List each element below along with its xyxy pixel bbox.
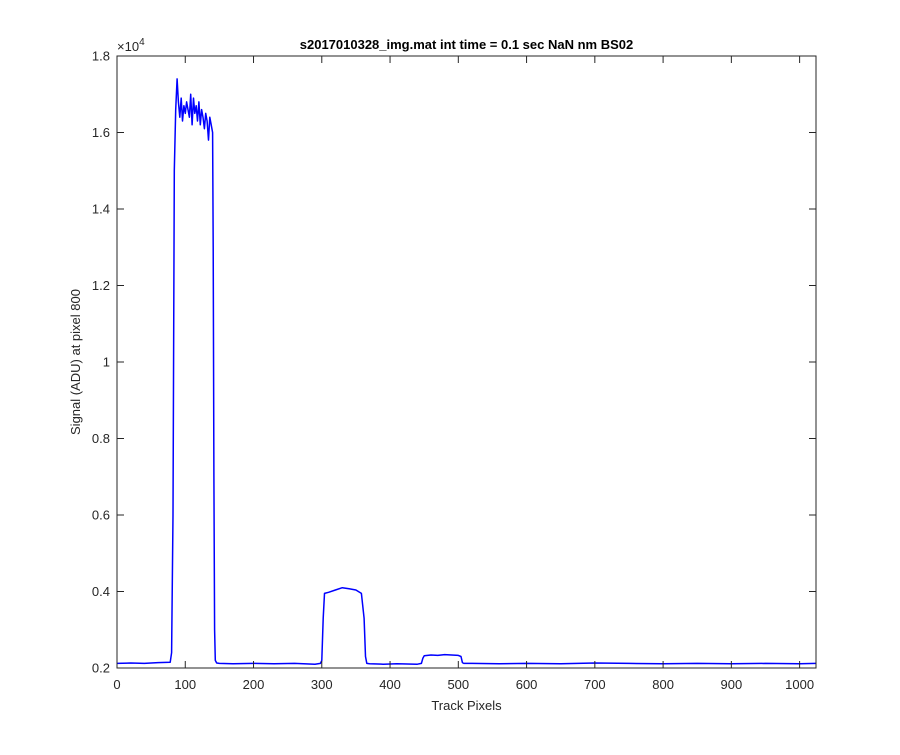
x-axis-label: Track Pixels [431,698,502,713]
plot-area [117,56,816,668]
y-tick-label: 1 [103,355,110,370]
y-tick-label: 0.2 [92,661,110,676]
x-tick-label: 800 [652,677,674,692]
y-tick-label: 1.2 [92,278,110,293]
y-tick-label: 0.8 [92,431,110,446]
chart-title: s2017010328_img.mat int time = 0.1 sec N… [300,37,634,52]
x-tick-label: 500 [447,677,469,692]
y-tick-label: 1.8 [92,49,110,64]
y-exponent-label: ×104 [117,37,145,54]
y-tick-label: 1.6 [92,125,110,140]
x-tick-label: 200 [243,677,265,692]
x-tick-label: 900 [721,677,743,692]
y-tick-label: 1.4 [92,202,110,217]
axes-box [116,55,817,669]
y-tick-label: 0.6 [92,508,110,523]
y-exponent-base: ×10 [117,39,139,54]
x-tick-label: 700 [584,677,606,692]
x-tick-label: 300 [311,677,333,692]
y-axis-label: Signal (ADU) at pixel 800 [68,289,83,435]
tick-layer: 0 100 200 300 400 500 600 700 800 900 1000 0.2 0.4 0.… [92,49,816,692]
x-tick-label: 400 [379,677,401,692]
y-tick-label: 0.4 [92,584,110,599]
x-tick-label: 1000 [785,677,814,692]
x-tick-label: 0 [113,677,120,692]
y-exponent-power: 4 [139,37,145,48]
x-tick-label: 600 [516,677,538,692]
x-tick-label: 100 [174,677,196,692]
